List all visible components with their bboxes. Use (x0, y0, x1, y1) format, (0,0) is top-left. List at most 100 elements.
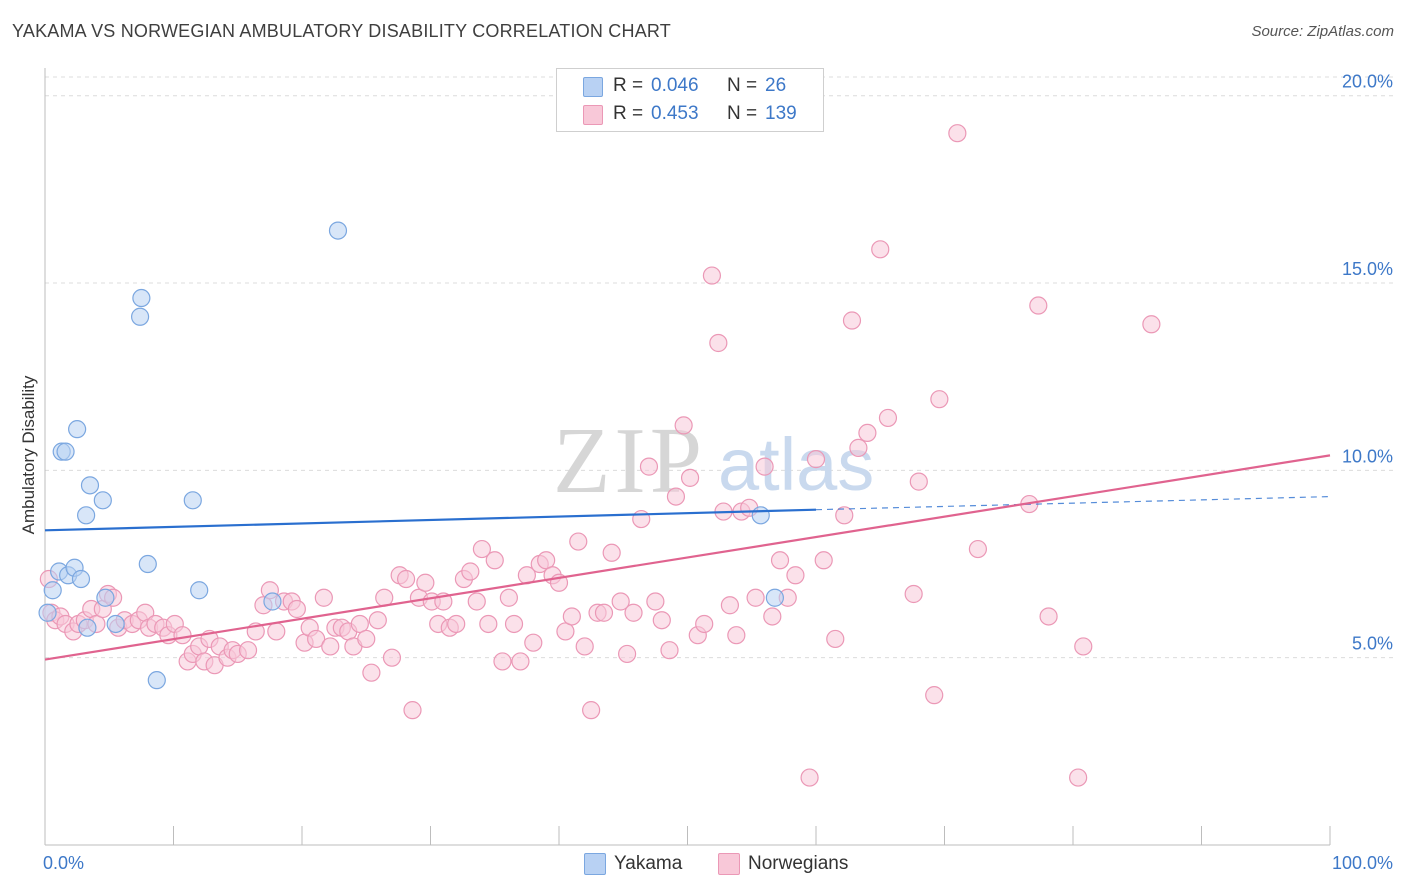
norwegian-point (472, 539, 491, 559)
norwegian-point (1074, 637, 1093, 656)
yakama-point (96, 588, 115, 607)
norwegian-point (878, 408, 898, 428)
norwegian-point (396, 569, 416, 589)
norwegian-series (39, 124, 1161, 787)
norwegian-legend-swatch (718, 853, 740, 875)
yakama-point (56, 442, 75, 461)
norwegian-point (652, 611, 671, 630)
norwegian-point (350, 614, 369, 634)
yakama-point (93, 491, 112, 510)
norwegian-point (307, 629, 326, 649)
norwegian-point (814, 551, 833, 570)
norwegian-point (173, 626, 192, 645)
norwegian-point (746, 588, 765, 607)
norwegian-point (786, 566, 805, 585)
y-tick-label: 20.0% (1342, 72, 1393, 92)
norwegian-point (835, 506, 854, 525)
source-label: Source: ZipAtlas.com (1251, 23, 1394, 40)
norwegian-point (806, 450, 826, 469)
legend-n-label: N = (727, 75, 758, 96)
yakama-point (138, 554, 157, 574)
legend-r-value: 0.046 (651, 75, 699, 96)
norwegian-point (646, 592, 665, 611)
norwegian-point (562, 607, 581, 626)
norwegian-point (382, 648, 402, 667)
norwegian-point (575, 637, 594, 656)
trend-lines (44, 454, 1331, 661)
x-tick-label-min: 0.0% (43, 853, 84, 873)
norwegian-point (826, 629, 845, 649)
yakama-legend-swatch (584, 853, 606, 875)
yakama-point (751, 506, 770, 525)
norwegian-point (1029, 296, 1048, 315)
watermark: ZIP atlas (553, 409, 874, 513)
yakama-swatch (583, 77, 603, 97)
norwegian-point (720, 596, 740, 615)
legend-n-label: N = (727, 103, 758, 124)
yakama-trend-extension (815, 495, 1331, 511)
yakama-point (106, 614, 125, 634)
yakama-point (183, 491, 202, 510)
y-tick-label: 5.0% (1352, 634, 1393, 654)
norwegian-point (594, 603, 614, 622)
chart-title: YAKAMA VS NORWEGIAN AMBULATORY DISABILIT… (12, 21, 671, 41)
legend-r-label: R = (613, 103, 644, 124)
norwegian-point (556, 622, 575, 641)
yakama-point (77, 506, 96, 525)
legend-row-norwegians: R = 0.453 N = 139 (557, 101, 823, 127)
norwegian-point (858, 423, 877, 443)
norwegian-point (727, 626, 746, 645)
norwegian-point (499, 588, 518, 607)
norwegian-point (467, 592, 486, 611)
norwegian-point (674, 416, 693, 435)
yakama-point (71, 569, 91, 589)
yakama-point (38, 603, 57, 622)
norwegian-point (524, 633, 543, 652)
norwegian-trend-line (44, 454, 1331, 661)
norwegian-point (680, 468, 700, 487)
norwegian-point (660, 641, 679, 660)
norwegian-point (849, 438, 868, 457)
norwegian-point (611, 592, 630, 611)
norwegian-point (447, 614, 466, 634)
norwegian-point (618, 644, 637, 664)
norwegian-point (321, 637, 340, 656)
norwegian-point (800, 768, 819, 787)
norwegian-point (770, 551, 790, 570)
norwegian-point (537, 551, 556, 570)
norwegian-point (602, 543, 621, 562)
y-tick-label: 10.0% (1342, 446, 1393, 466)
norwegian-point (362, 663, 381, 682)
yakama-legend-label: Yakama (614, 853, 683, 874)
grid-lines (45, 76, 1393, 659)
norwegian-point (904, 584, 923, 604)
yakama-point (78, 618, 97, 637)
norwegian-point (930, 390, 949, 409)
yakama-point (190, 581, 209, 600)
norwegian-point (493, 652, 512, 671)
norwegian-point (968, 539, 988, 559)
norwegian-point (1142, 315, 1161, 334)
yakama-point (765, 588, 784, 607)
norwegian-point (871, 240, 890, 259)
norwegian-point (702, 266, 722, 285)
norwegian-swatch (583, 105, 603, 125)
yakama-series (38, 221, 784, 690)
legend-r-label: R = (613, 75, 644, 96)
yakama-point (68, 420, 87, 439)
yakama-point (263, 592, 282, 611)
norwegian-point (1039, 607, 1058, 626)
x-tick-label-max: 100.0% (1332, 853, 1393, 873)
norwegian-point (666, 487, 686, 506)
legend-n-value: 139 (765, 103, 797, 124)
norwegian-point (1069, 768, 1088, 787)
norwegian-point (842, 311, 862, 330)
yakama-point (43, 581, 62, 600)
norwegian-point (368, 611, 387, 630)
norwegian-point (709, 333, 728, 353)
norwegian-point (569, 532, 588, 551)
norwegian-point (485, 551, 504, 570)
legend-row-yakama: R = 0.046 N = 26 (557, 73, 823, 99)
norwegian-point (461, 562, 480, 581)
norwegian-point (314, 588, 333, 607)
